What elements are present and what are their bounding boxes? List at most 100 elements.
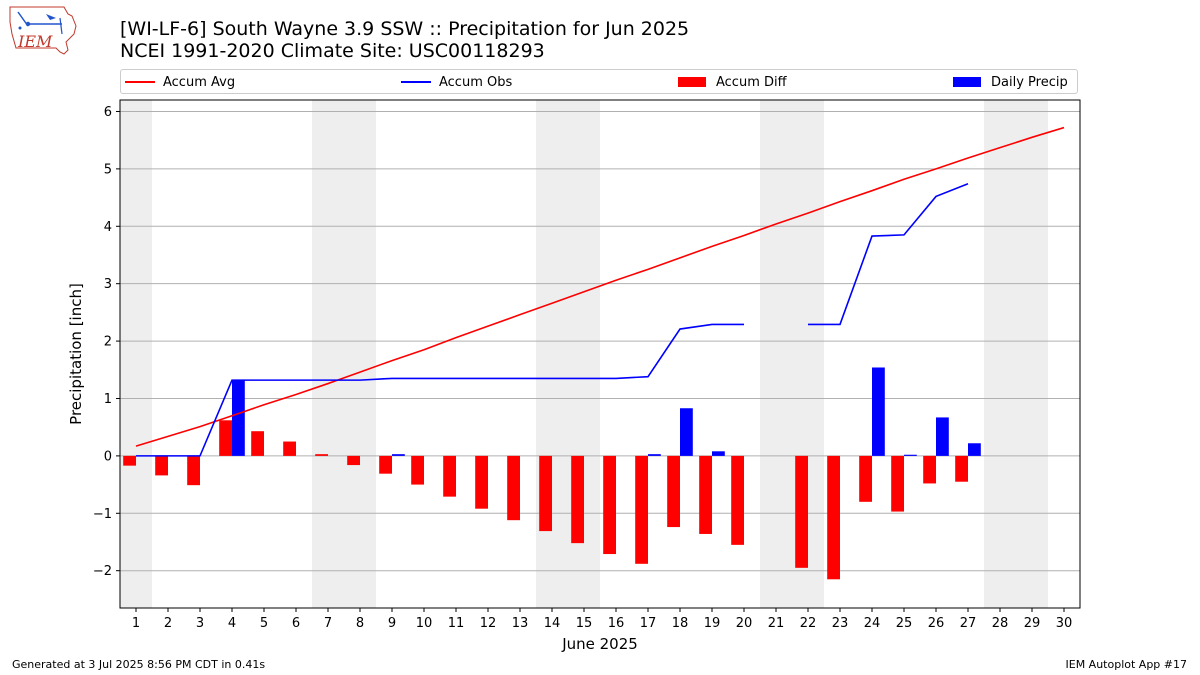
x-tick-label: 22 — [800, 616, 817, 631]
accum-diff-bar — [411, 455, 424, 485]
y-ticks: −2 −1 0 1 2 3 4 5 6 — [93, 105, 120, 579]
bars — [123, 367, 981, 580]
accum-diff-bar — [827, 455, 840, 580]
x-tick-label: 15 — [576, 616, 593, 631]
accum-diff-bar — [475, 455, 488, 509]
legend-swatch-accum-diff — [678, 77, 706, 87]
accum-diff-bar — [667, 455, 680, 528]
x-tick-label: 27 — [960, 616, 977, 631]
accum-diff-bar — [795, 455, 808, 568]
y-tick-label: 5 — [104, 162, 112, 177]
daily-precip-bar — [904, 454, 917, 456]
x-tick-label: 12 — [480, 616, 497, 631]
legend-item-accum-avg: Accum Avg — [125, 73, 235, 91]
x-tick-label: 13 — [512, 616, 529, 631]
accum-diff-bar — [219, 420, 232, 456]
accum-diff-bar — [155, 455, 168, 476]
accum-diff-bar — [955, 455, 968, 482]
x-ticks: 1 2 3 4 5 6 7 8 9 10 11 12 13 14 15 16 17 18 19 20 21 22 23 24 2… — [132, 608, 1072, 631]
y-tick-label: 1 — [104, 392, 112, 407]
x-tick-label: 2 — [164, 616, 172, 631]
weekend-band — [120, 100, 152, 608]
accum-diff-bar — [891, 455, 904, 512]
daily-precip-bar — [936, 417, 949, 456]
accum-diff-bar — [731, 455, 744, 545]
accum-diff-bar — [923, 455, 936, 484]
daily-precip-bar — [392, 454, 405, 456]
x-tick-label: 4 — [228, 616, 236, 631]
y-tick-label: 6 — [104, 105, 112, 120]
daily-precip-bar — [232, 380, 245, 456]
accum-diff-bar — [635, 455, 648, 564]
y-tick-label: 3 — [104, 277, 112, 292]
daily-precip-bar — [872, 367, 885, 456]
x-tick-label: 24 — [864, 616, 881, 631]
iem-logo: IEM — [6, 4, 80, 62]
x-tick-label: 30 — [1056, 616, 1073, 631]
chart-title: [WI-LF-6] South Wayne 3.9 SSW :: Precipi… — [120, 18, 690, 40]
x-tick-label: 9 — [388, 616, 396, 631]
accum-diff-bar — [859, 455, 872, 502]
x-tick-label: 21 — [768, 616, 785, 631]
y-axis-label: Precipitation [inch] — [67, 283, 85, 425]
legend-item-accum-diff: Accum Diff — [678, 73, 787, 91]
legend-label-accum-diff: Accum Diff — [716, 74, 787, 90]
y-tick-label: −1 — [93, 507, 112, 522]
accum-diff-bar — [603, 455, 616, 555]
accum-diff-bar — [507, 455, 520, 521]
legend-item-daily-precip: Daily Precip — [953, 73, 1068, 91]
x-tick-label: 19 — [704, 616, 721, 631]
y-tick-label: 2 — [104, 335, 112, 350]
accum-diff-bar — [571, 455, 584, 544]
accum-diff-bar — [315, 454, 328, 456]
x-tick-label: 5 — [260, 616, 268, 631]
legend-label-accum-avg: Accum Avg — [163, 74, 236, 90]
x-tick-label: 28 — [992, 616, 1009, 631]
x-tick-label: 20 — [736, 616, 753, 631]
accum-diff-bar — [283, 441, 296, 456]
x-tick-label: 23 — [832, 616, 849, 631]
legend-label-accum-obs: Accum Obs — [439, 74, 513, 90]
legend-label-daily-precip: Daily Precip — [991, 74, 1068, 90]
lines — [135, 126, 1065, 457]
x-tick-label: 14 — [544, 616, 561, 631]
weekend-band — [536, 100, 600, 608]
x-axis-label: June 2025 — [561, 635, 638, 653]
legend-item-accum-obs: Accum Obs — [401, 73, 512, 91]
weekend-bands — [120, 100, 1048, 608]
accum-diff-bar — [379, 455, 392, 474]
weekend-band — [312, 100, 376, 608]
y-tick-label: 0 — [104, 449, 112, 464]
accum-obs-line — [808, 183, 969, 326]
x-tick-label: 25 — [896, 616, 913, 631]
x-tick-label: 16 — [608, 616, 625, 631]
x-tick-label: 6 — [292, 616, 300, 631]
logo-text: IEM — [17, 32, 53, 51]
legend-swatch-accum-avg — [125, 81, 155, 83]
weekend-band — [984, 100, 1048, 608]
x-tick-label: 17 — [640, 616, 657, 631]
generated-timestamp: Generated at 3 Jul 2025 8:56 PM CDT in 0… — [12, 658, 266, 671]
daily-precip-bar — [680, 408, 693, 456]
x-tick-label: 10 — [416, 616, 433, 631]
gridlines — [120, 110, 1080, 572]
x-tick-label: 7 — [324, 616, 332, 631]
accum-diff-bar — [123, 455, 136, 466]
accum-diff-bar — [539, 455, 552, 532]
x-tick-label: 1 — [132, 616, 140, 631]
plot-frame — [119, 99, 1081, 609]
daily-precip-bar — [968, 443, 981, 456]
x-tick-label: 29 — [1024, 616, 1041, 631]
y-tick-label: 4 — [104, 220, 112, 235]
accum-avg-line — [135, 126, 1065, 447]
app-credit: IEM Autoplot App #17 — [1065, 658, 1188, 671]
x-tick-label: 18 — [672, 616, 689, 631]
accum-diff-bar — [187, 455, 200, 486]
y-tick-label: −2 — [93, 564, 112, 579]
legend-swatch-daily-precip — [953, 77, 981, 87]
legend-swatch-accum-obs — [401, 81, 431, 83]
daily-precip-bar — [712, 451, 725, 456]
x-tick-label: 11 — [448, 616, 465, 631]
accum-obs-line — [136, 323, 744, 457]
